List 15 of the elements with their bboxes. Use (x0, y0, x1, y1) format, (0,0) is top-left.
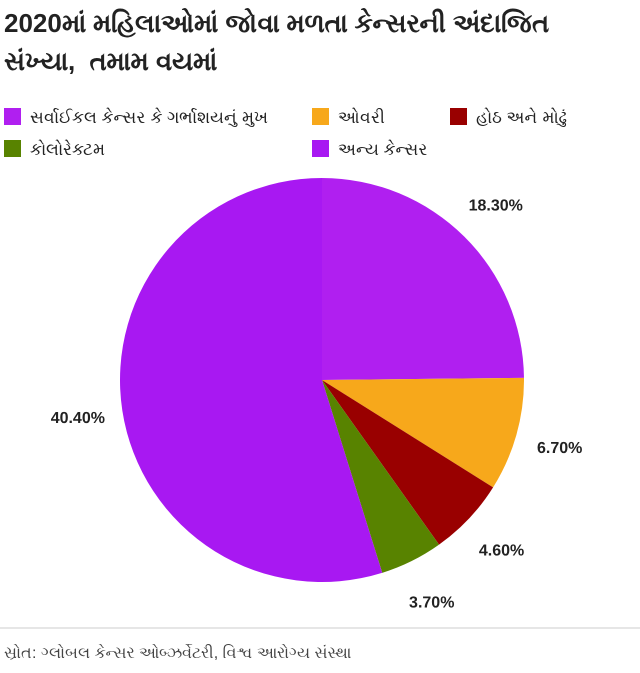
pie-slice (322, 380, 440, 573)
pie-slice (322, 380, 494, 545)
legend-label: ઓવરી (338, 107, 385, 127)
legend-label: કોલોરેક્ટમ (30, 139, 105, 159)
legend-label: હોઠ અને મોઢું (476, 107, 566, 127)
legend-label: સર્વાઈકલ કેન્સર કે ગર્ભાશયનું મુખ (30, 107, 268, 127)
data-label: 6.70% (537, 440, 582, 458)
chart-title: 2020માં મહિલાઓમાં જોવા મળતા કેન્સરની અંદાજિત સંખ્યા, તમામ વયમાં (4, 8, 549, 76)
data-label: 18.30% (468, 197, 523, 214)
data-label: 4.60% (478, 542, 524, 560)
legend-label: અન્ય કેન્સર (338, 139, 428, 159)
data-label: 3.70% (409, 594, 454, 612)
pie-slice (322, 378, 524, 488)
text: સ્રોત: ગ્લોબલ કેન્સર ઓબ્ઝર્વેટરી, વિશ્વ આરોગ્ય સંસ્થા (4, 643, 352, 662)
data-label: 40.40% (50, 410, 105, 428)
